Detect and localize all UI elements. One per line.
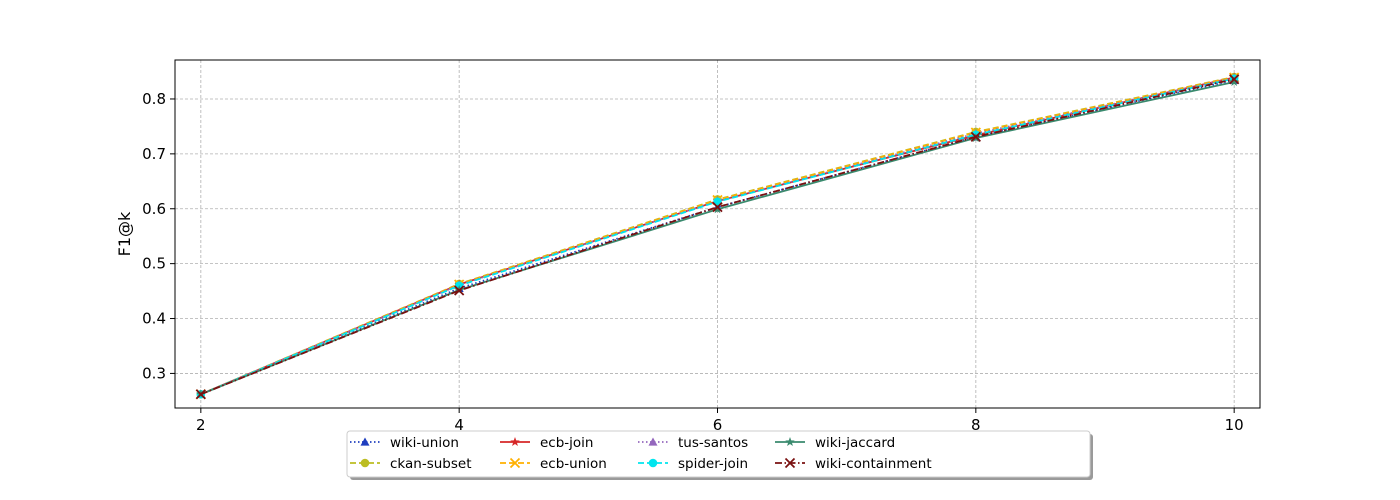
legend-item-wiki-jaccard: wiki-jaccard	[775, 435, 895, 451]
legend-marker	[648, 458, 658, 468]
marker-x-stroke	[784, 457, 796, 469]
legend-marker	[360, 437, 370, 446]
axis-ticks: 2 4 6 8 10 0.3 0.4 0.5 0.6 0.7 0.8	[142, 90, 1244, 434]
series-wiki-containment	[195, 74, 1240, 400]
marker-x-stroke	[454, 285, 465, 296]
legend-label: wiki-union	[390, 435, 459, 451]
legend-label: tus-santos	[678, 435, 748, 451]
data-point	[1229, 77, 1239, 86]
x-tick-label: 6	[713, 416, 723, 434]
legend: wiki-union ckan-subset ecb-join ecb-union tu…	[346, 430, 1093, 480]
legend-marker	[360, 458, 370, 468]
x-tick-label: 4	[454, 416, 464, 434]
x-tick-label: 10	[1225, 416, 1244, 434]
legend-label: ecb-join	[540, 435, 594, 451]
legend-marker	[648, 437, 658, 446]
legend-item-ckan-subset: ckan-subset	[350, 456, 472, 472]
marker-x-stroke	[195, 389, 206, 400]
legend-item-wiki-union: wiki-union	[350, 435, 459, 451]
y-tick-label: 0.5	[142, 255, 166, 273]
data-point	[1229, 74, 1240, 85]
legend-marker	[784, 457, 796, 469]
data-point	[970, 131, 981, 142]
data-point	[454, 285, 465, 296]
data-point	[195, 389, 206, 400]
legend-label: ecb-union	[540, 456, 607, 472]
y-tick-label: 0.6	[142, 200, 166, 218]
x-tick-label: 8	[971, 416, 981, 434]
series-lines	[195, 72, 1240, 400]
data-point	[712, 201, 723, 213]
y-tick-label: 0.8	[142, 90, 166, 108]
marker-x-stroke	[712, 201, 723, 213]
legend-label: wiki-containment	[815, 456, 932, 472]
legend-box	[346, 430, 1091, 478]
legend-marker	[510, 437, 520, 446]
legend-item-ecb-union: ecb-union	[500, 456, 607, 472]
x-tick-label: 2	[196, 416, 206, 434]
y-tick-label: 0.7	[142, 145, 166, 163]
legend-item-ecb-join: ecb-join	[500, 435, 594, 451]
legend-label: ckan-subset	[390, 456, 472, 472]
legend-marker	[785, 437, 795, 446]
legend-item-wiki-containment: wiki-containment	[775, 456, 932, 472]
data-point	[712, 204, 723, 214]
y-tick-label: 0.3	[142, 364, 166, 382]
y-axis-label: F1@k	[115, 211, 134, 256]
legend-item-tus-santos: tus-santos	[638, 435, 748, 451]
legend-marker	[509, 457, 521, 469]
legend-item-spider-join: spider-join	[638, 456, 748, 472]
marker-x-stroke	[509, 457, 521, 469]
marker-x-stroke	[970, 131, 981, 142]
legend-label: wiki-jaccard	[815, 435, 895, 451]
y-tick-label: 0.4	[142, 310, 166, 328]
marker-x-stroke	[1229, 74, 1240, 85]
legend-label: spider-join	[678, 456, 748, 472]
